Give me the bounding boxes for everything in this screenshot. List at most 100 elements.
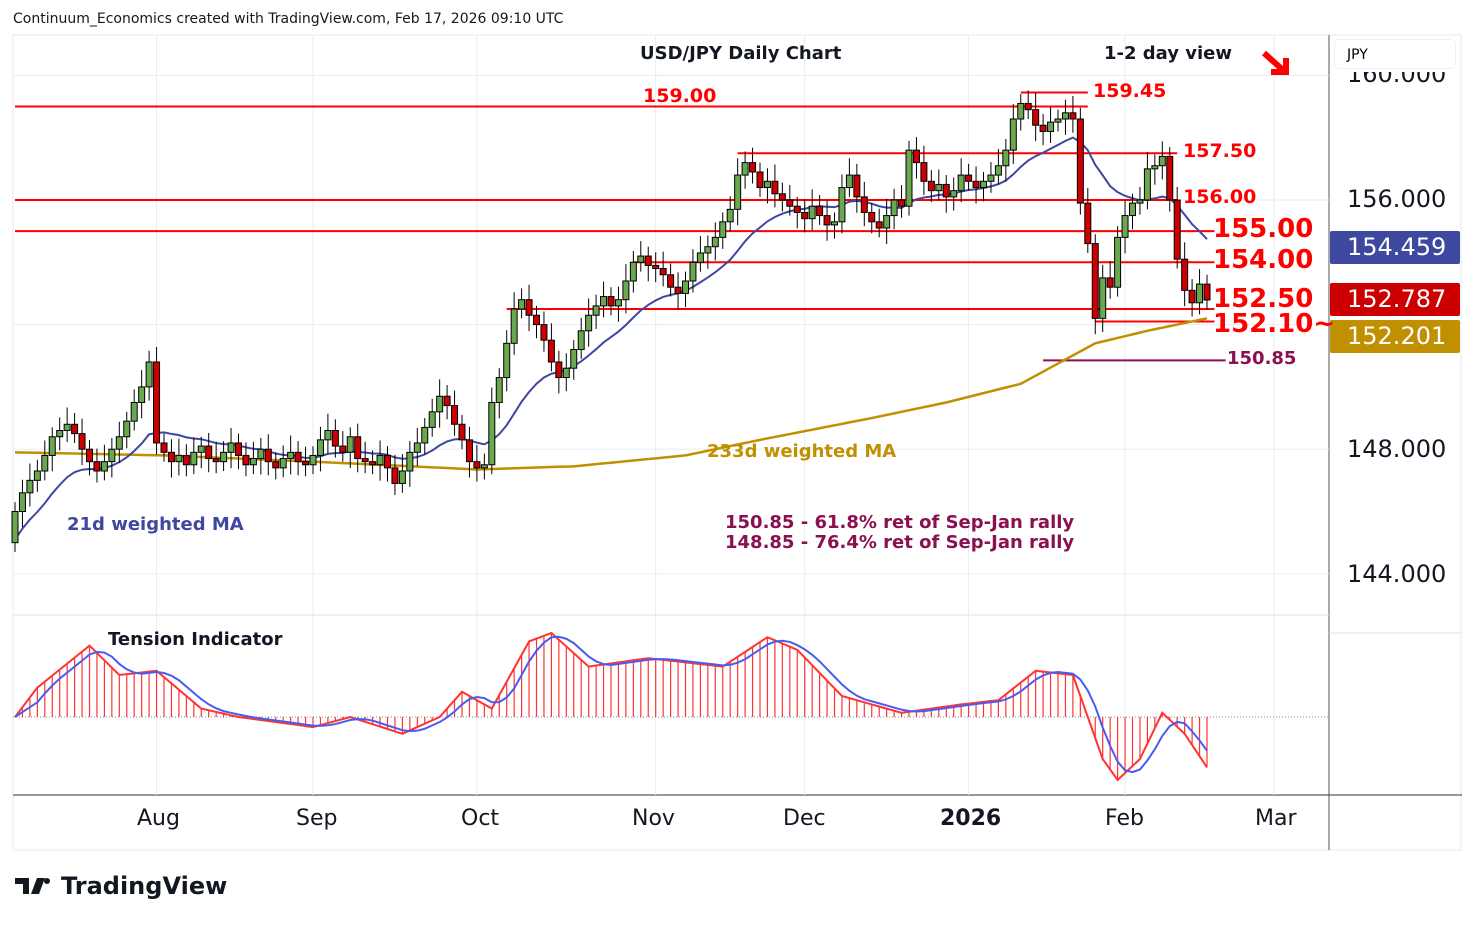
tension-signal-line <box>14 635 1208 774</box>
candle-up <box>562 367 570 379</box>
candle-down <box>1203 283 1211 301</box>
candle-up <box>324 430 332 441</box>
candle-up <box>11 511 19 544</box>
candle-up <box>808 205 816 220</box>
level-label-156-00: 156.00 <box>1183 186 1257 208</box>
candle-up <box>831 221 838 226</box>
candle-down <box>749 162 757 173</box>
candle-up <box>883 215 891 229</box>
candle-down <box>391 467 399 484</box>
candle-down <box>93 461 101 472</box>
candle-down <box>972 180 980 189</box>
candle-down <box>78 433 86 450</box>
candle-up <box>1151 165 1159 170</box>
level-label-159-45: 159.45 <box>1093 80 1167 102</box>
candle-up <box>309 454 317 466</box>
level-label-152-50: 152.50 <box>1213 284 1314 314</box>
level-label-155-00: 155.00 <box>1213 214 1314 244</box>
candle-up <box>100 461 108 472</box>
ma21-price-badge: 154.459 <box>1330 231 1460 264</box>
last-price-badge: 152.787 <box>1330 283 1460 316</box>
candle-down <box>942 183 950 198</box>
candle-down <box>182 454 190 466</box>
candle-up <box>1061 112 1069 120</box>
attribution: Continuum_Economics created with Trading… <box>13 11 564 27</box>
candle-down <box>167 451 175 463</box>
candle-up <box>257 448 265 460</box>
candle-up <box>1017 102 1025 120</box>
candle-down <box>652 264 660 270</box>
candle-down <box>920 162 928 182</box>
candle-up <box>682 280 689 294</box>
candle-up <box>1136 199 1144 204</box>
candle-down <box>361 458 369 463</box>
candle-down <box>465 439 473 463</box>
candle-down <box>674 286 682 294</box>
y-tick: 148.000 <box>1347 435 1447 463</box>
candle-up <box>719 221 727 238</box>
candle-down <box>1076 118 1084 204</box>
candle-up <box>1009 118 1017 151</box>
x-tick: 2026 <box>940 806 1002 831</box>
candle-down <box>533 314 540 326</box>
candle-up <box>890 199 898 217</box>
candle-up <box>622 280 630 301</box>
candle-up <box>376 454 384 466</box>
candle-up <box>398 470 406 484</box>
candle-down <box>451 405 459 425</box>
candle-up <box>197 445 205 453</box>
candle-up <box>503 342 511 379</box>
candle-up <box>734 174 742 210</box>
candle-up <box>421 426 429 444</box>
candle-up <box>41 454 49 472</box>
candle-up <box>905 149 913 207</box>
candle-up <box>711 236 719 248</box>
candle-down <box>547 339 555 363</box>
candle-down <box>868 211 876 223</box>
candle-down <box>853 174 861 198</box>
candle-down <box>264 448 272 463</box>
candle-down <box>1069 112 1077 120</box>
candle-up <box>480 464 488 469</box>
candle-up <box>115 436 123 450</box>
ma-233-line <box>14 317 1208 471</box>
candle-down <box>302 461 310 466</box>
candle-up <box>845 174 853 189</box>
candle-up <box>346 436 354 453</box>
candle-down <box>555 361 563 379</box>
level-label-159-00: 159.00 <box>643 85 717 107</box>
candle-down <box>1039 124 1047 132</box>
candle-down <box>786 199 794 207</box>
candle-up <box>741 162 749 176</box>
chart-subtitle: 1-2 day view <box>1104 43 1233 64</box>
candle-up <box>585 314 593 332</box>
candle-down <box>458 423 466 441</box>
candle-up <box>980 180 987 189</box>
candle-up <box>1196 283 1204 304</box>
candle-up <box>130 401 138 422</box>
candle-down <box>898 199 906 207</box>
level-label-157-50: 157.50 <box>1183 140 1257 162</box>
candle-up <box>1099 277 1107 319</box>
candle-up <box>190 451 198 466</box>
candle-down <box>1188 289 1196 304</box>
tradingview-logo[interactable]: TradingView <box>15 872 227 900</box>
candle-down <box>1032 109 1040 126</box>
candle-up <box>518 299 526 310</box>
x-tick: Mar <box>1255 806 1297 831</box>
candle-down <box>912 149 920 164</box>
candle-down <box>667 274 675 288</box>
candle-down <box>659 268 667 276</box>
chart-frame <box>12 34 1462 851</box>
candle-up <box>592 305 600 316</box>
currency-selector[interactable]: JPY <box>1334 39 1456 69</box>
candle-up <box>1158 155 1166 167</box>
candle-up <box>488 401 496 466</box>
candle-down <box>1084 202 1092 245</box>
candle-down <box>540 324 548 341</box>
candle-up <box>1121 215 1129 238</box>
candle-down <box>212 458 220 463</box>
candle-down <box>86 448 93 463</box>
candle-down <box>875 221 883 229</box>
